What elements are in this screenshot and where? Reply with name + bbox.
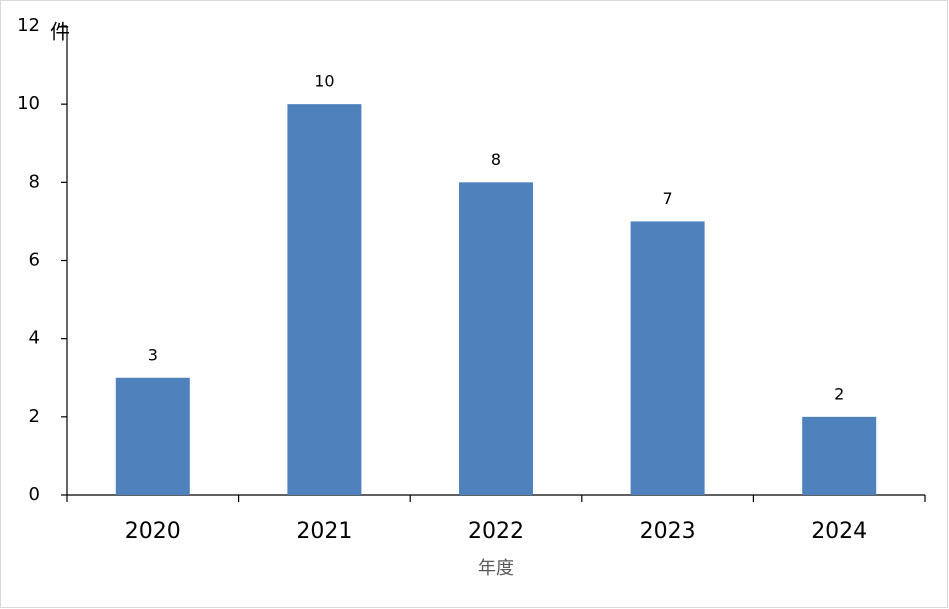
bar <box>287 104 362 496</box>
value-label: 3 <box>148 345 158 364</box>
y-tick-label: 2 <box>29 406 40 427</box>
y-tick-label: 4 <box>29 328 40 349</box>
x-tick-label: 2022 <box>468 519 524 544</box>
value-label: 7 <box>663 189 673 208</box>
y-tick-label: 12 <box>17 15 40 36</box>
value-label: 2 <box>834 384 844 403</box>
y-tick-label: 10 <box>17 93 40 114</box>
y-tick-label: 6 <box>29 250 40 271</box>
y-tick-label: 8 <box>29 171 40 192</box>
bar <box>115 377 190 495</box>
x-tick-label: 2023 <box>640 519 696 544</box>
value-label: 10 <box>314 72 334 91</box>
y-tick-label: 0 <box>29 484 40 505</box>
x-tick-label: 2021 <box>296 519 352 544</box>
x-axis-title: 年度 <box>478 558 514 579</box>
bar <box>630 221 705 495</box>
value-label: 8 <box>491 150 501 169</box>
bar <box>459 182 533 496</box>
x-tick-label: 2020 <box>125 519 181 544</box>
bar <box>802 416 877 495</box>
x-tick-label: 2024 <box>811 519 867 544</box>
